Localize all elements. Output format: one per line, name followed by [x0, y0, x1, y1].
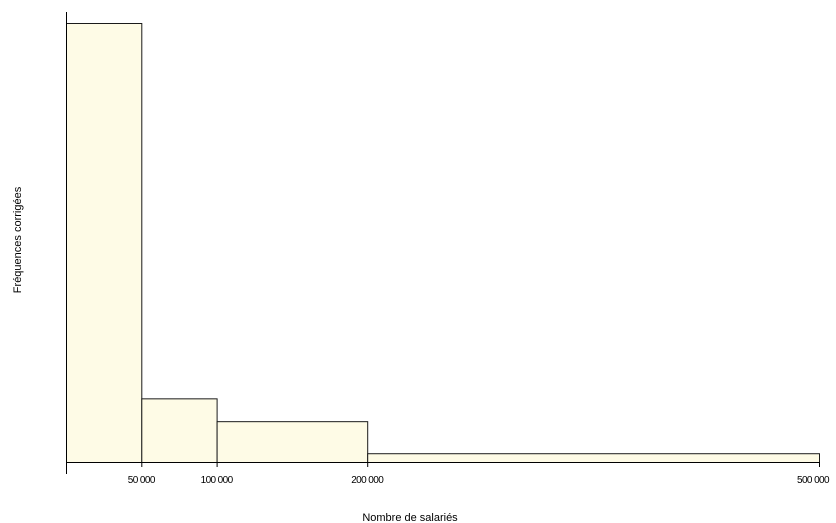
- x-tick-label: 50 000: [128, 475, 156, 486]
- histogram-bar: [367, 453, 820, 464]
- x-tick-label: 200 000: [351, 475, 384, 486]
- bars-group: [66, 23, 820, 464]
- y-axis-title: Fréquences corrigées: [12, 186, 24, 293]
- x-ticks-group: 50 000 100 000 200 000 500 000: [128, 462, 831, 486]
- x-tick-label: 100 000: [201, 475, 234, 486]
- histogram-bar: [141, 398, 218, 463]
- histogram-bar: [216, 421, 369, 464]
- histogram-bar: [66, 23, 143, 463]
- x-axis-title: Nombre de salariés: [362, 512, 458, 523]
- x-tick-label: 500 000: [797, 475, 830, 486]
